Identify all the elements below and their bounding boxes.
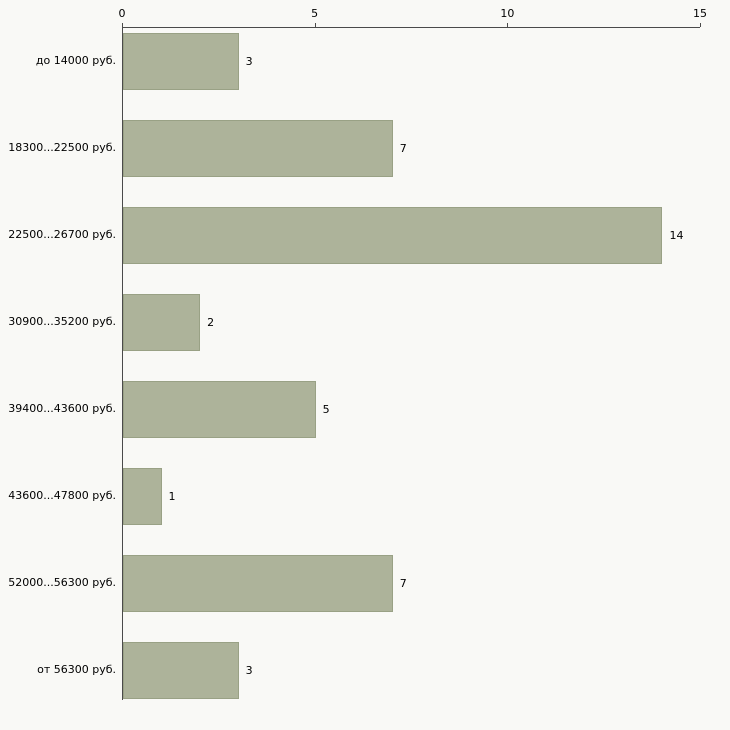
bar: [123, 468, 162, 525]
bar: [123, 120, 393, 177]
bar: [123, 294, 201, 351]
category-label: 52000...56300 руб.: [8, 575, 116, 589]
x-tick-mark: [314, 23, 316, 27]
category-label: 43600...47800 руб.: [8, 488, 116, 502]
x-tick-mark: [122, 23, 123, 27]
category-label: 18300...22500 руб.: [8, 140, 116, 154]
bar: [123, 207, 663, 264]
x-tick-label: 0: [118, 7, 126, 20]
category-label: 39400...43600 руб.: [8, 401, 116, 415]
bar: [123, 642, 239, 699]
x-tick-mark: [700, 23, 701, 27]
bar: [123, 33, 239, 90]
category-label: 30900...35200 руб.: [8, 314, 116, 328]
bar: [123, 555, 393, 612]
value-label: 7: [399, 141, 407, 155]
x-tick-label: 5: [311, 7, 319, 20]
bar: [123, 381, 316, 438]
value-label: 3: [245, 54, 253, 68]
plot-area: 3 7 14 2 5 1 7 3: [122, 27, 700, 700]
value-label: 5: [322, 402, 330, 416]
value-label: 14: [669, 228, 684, 242]
value-label: 2: [207, 315, 215, 329]
x-tick-label: 10: [500, 7, 515, 20]
x-tick-label: 15: [693, 7, 707, 20]
category-label: 22500...26700 руб.: [8, 227, 116, 241]
category-label: от 56300 руб.: [37, 662, 116, 676]
value-label: 3: [245, 663, 253, 677]
category-label: до 14000 руб.: [35, 53, 116, 67]
x-tick-mark: [507, 23, 509, 27]
value-label: 1: [168, 489, 176, 503]
value-label: 7: [399, 576, 407, 590]
